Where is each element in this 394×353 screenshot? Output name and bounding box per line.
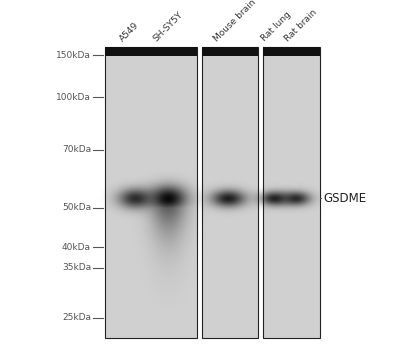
Bar bbox=[105, 47, 197, 56]
Text: A549: A549 bbox=[118, 20, 140, 43]
Text: 150kDa: 150kDa bbox=[56, 50, 91, 60]
Text: 35kDa: 35kDa bbox=[62, 263, 91, 273]
Text: 100kDa: 100kDa bbox=[56, 92, 91, 102]
Text: Rat lung: Rat lung bbox=[260, 10, 293, 43]
Bar bbox=[263, 47, 320, 338]
Text: Rat brain: Rat brain bbox=[282, 7, 318, 43]
Bar bbox=[263, 47, 320, 56]
Text: 50kDa: 50kDa bbox=[62, 203, 91, 213]
Bar bbox=[105, 47, 197, 338]
Text: SH-SY5Y: SH-SY5Y bbox=[152, 10, 185, 43]
Text: 40kDa: 40kDa bbox=[62, 243, 91, 251]
Text: 25kDa: 25kDa bbox=[62, 313, 91, 323]
Text: 70kDa: 70kDa bbox=[62, 145, 91, 155]
Text: GSDME: GSDME bbox=[323, 191, 366, 204]
Text: Mouse brain: Mouse brain bbox=[212, 0, 257, 43]
Bar bbox=[202, 47, 258, 338]
Bar bbox=[202, 47, 258, 56]
